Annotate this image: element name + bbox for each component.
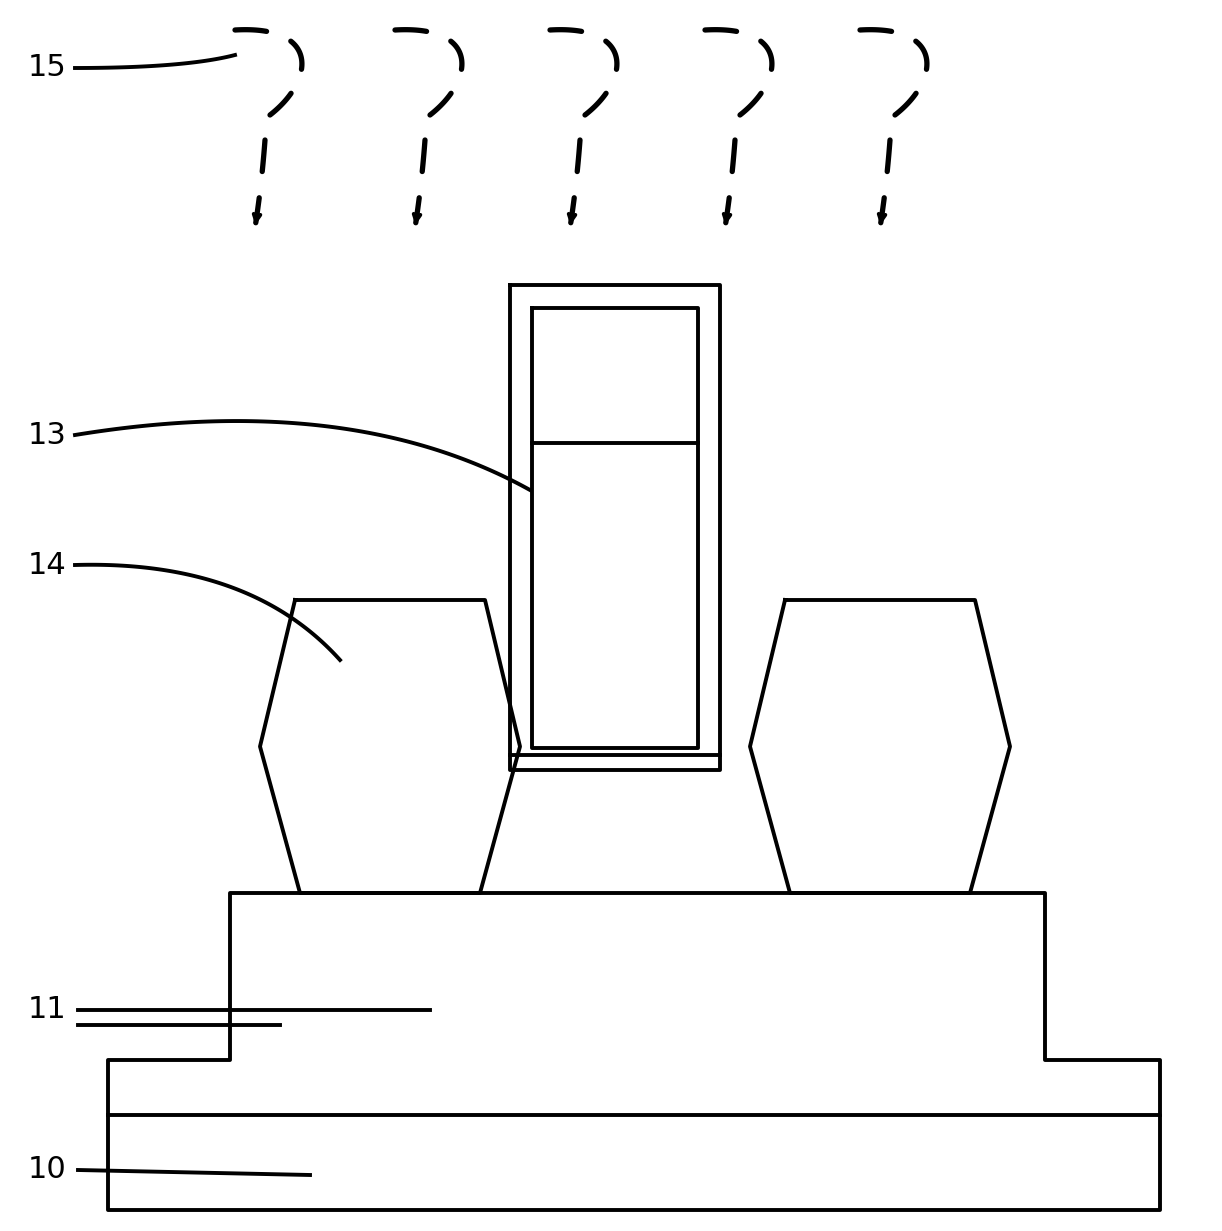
Text: 15: 15 <box>28 53 67 82</box>
Text: 13: 13 <box>28 421 67 449</box>
Text: 14: 14 <box>28 550 67 580</box>
Text: 10: 10 <box>28 1156 67 1184</box>
Text: 11: 11 <box>28 996 67 1024</box>
